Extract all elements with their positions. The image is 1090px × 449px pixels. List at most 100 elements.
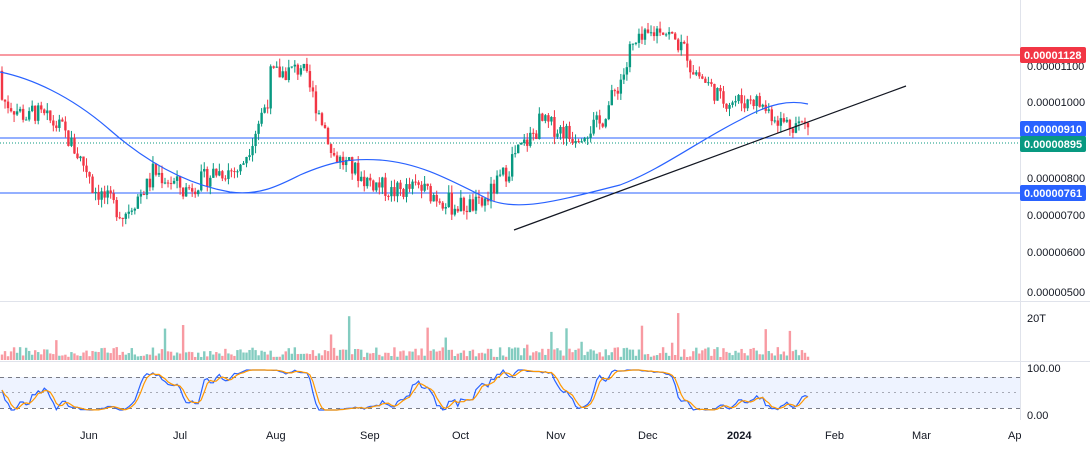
volume-bar — [15, 352, 19, 360]
volume-bar — [402, 350, 405, 360]
candle-body — [369, 177, 372, 181]
volume-bar — [221, 355, 224, 360]
volume-bar — [529, 355, 532, 360]
volume-bar — [175, 352, 179, 360]
volume-bar — [329, 334, 333, 360]
candle-body — [15, 111, 19, 115]
candle-body — [154, 163, 158, 175]
volume-bar — [740, 348, 743, 360]
volume-bar — [797, 355, 801, 360]
candlesticks — [0, 21, 810, 227]
volume-bar — [586, 351, 589, 360]
candle-body — [459, 197, 463, 212]
volume-bar — [670, 342, 674, 360]
volume-bar — [281, 354, 284, 360]
volume-bar — [49, 353, 52, 360]
candle-body — [686, 43, 689, 61]
volume-bar — [366, 352, 369, 360]
candle-body — [218, 171, 221, 176]
volume-bar — [680, 356, 683, 360]
volume-bar — [646, 353, 650, 360]
volume-bar — [486, 348, 490, 360]
volume-bar — [625, 347, 629, 360]
candle-body — [175, 176, 179, 181]
volume-bar — [314, 355, 318, 360]
candle-body — [483, 198, 487, 206]
volume-bar — [61, 355, 64, 360]
candle-body — [785, 119, 789, 122]
volume-axis-label: 20T — [1027, 313, 1046, 325]
volume-bar — [73, 353, 76, 360]
candle-body — [344, 159, 348, 166]
candle-body — [46, 110, 49, 114]
candle-body — [571, 138, 574, 144]
candle-body — [40, 105, 43, 110]
volume-bar — [154, 355, 158, 360]
volume-bar — [517, 347, 520, 360]
candle-body — [82, 156, 85, 166]
volume-bar — [583, 355, 586, 360]
candle-body — [257, 123, 260, 134]
candle-body — [24, 119, 28, 121]
candle-body — [547, 115, 550, 122]
candle-body — [776, 120, 780, 126]
price-tick: 0.00000700 — [1027, 210, 1085, 222]
volume-bar — [357, 348, 360, 360]
candle-body — [230, 170, 233, 172]
ascending-trendline[interactable] — [513, 85, 907, 231]
volume-bar — [634, 355, 638, 360]
volume-bar — [263, 351, 266, 360]
volume-bar — [399, 351, 402, 360]
volume-bar — [719, 356, 722, 360]
candle-body — [278, 66, 281, 78]
candle-body — [52, 120, 55, 126]
candle-body — [664, 34, 668, 36]
volume-bar — [121, 351, 124, 360]
volume-bar — [230, 354, 233, 360]
candle-body — [701, 76, 704, 79]
candle-body — [73, 137, 76, 154]
volume-bar — [794, 349, 798, 360]
candle-body — [773, 120, 776, 122]
candle-body — [613, 90, 617, 92]
candle-body — [34, 105, 37, 121]
candle-body — [160, 172, 164, 184]
candle-body — [85, 165, 88, 173]
candle-body — [480, 197, 484, 206]
volume-bar — [698, 353, 701, 360]
price-tick: 0.00000800 — [1027, 173, 1085, 185]
volume-bar — [378, 354, 381, 360]
candle-body — [206, 168, 209, 187]
candle-body — [698, 72, 701, 77]
volume-bar — [335, 355, 339, 360]
volume-bar — [278, 356, 281, 360]
candle-body — [136, 196, 140, 209]
volume-bar — [523, 348, 526, 360]
volume-bar — [76, 355, 79, 360]
candle-body — [302, 63, 306, 69]
volume-bar — [788, 330, 792, 360]
volume-bar — [127, 353, 130, 360]
volume-bar — [541, 348, 544, 360]
candle-body — [281, 71, 284, 78]
volume-bar — [6, 356, 10, 360]
time-label: 2024 — [727, 430, 752, 442]
volume-bar — [387, 352, 390, 360]
candle-body — [121, 217, 124, 219]
candle-body — [689, 60, 692, 73]
volume-bar — [190, 352, 194, 360]
candle-body — [553, 116, 556, 137]
price-tick: 0.00001000 — [1027, 97, 1085, 109]
volume-bar — [704, 348, 707, 360]
volume-bar — [631, 349, 635, 360]
volume-bar — [197, 352, 200, 360]
candle-body — [510, 154, 514, 177]
candle-body — [347, 157, 351, 160]
volume-bar — [218, 353, 221, 360]
candle-body — [538, 113, 541, 140]
candle-body — [197, 190, 200, 195]
candle-body — [441, 202, 444, 209]
time-label: Aug — [266, 430, 286, 442]
candle-body — [453, 208, 457, 215]
